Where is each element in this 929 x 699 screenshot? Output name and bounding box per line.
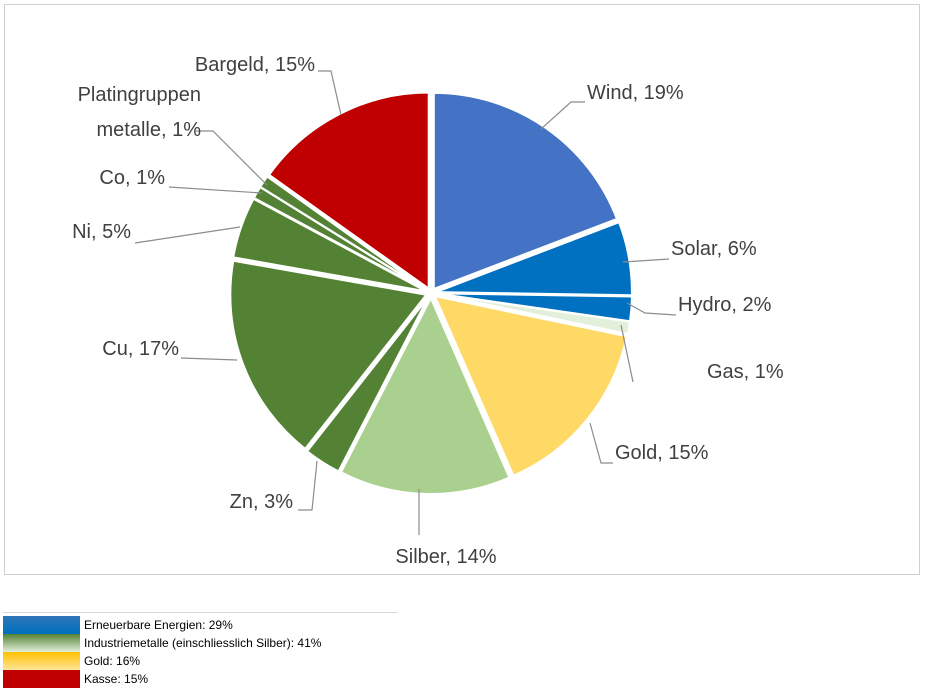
slice-label-platingruppenmetalle: Platingruppen metalle, 1% xyxy=(78,84,202,141)
pie-slice-zn xyxy=(305,296,430,473)
legend-label: Industriemetalle (einschliesslich Silber… xyxy=(84,636,322,650)
legend-item-industrial-metals: Industriemetalle (einschliesslich Silber… xyxy=(3,634,398,652)
slice-label-hydro: Hydro, 2% xyxy=(678,294,772,316)
leader-line-cu xyxy=(180,357,238,361)
slice-label-cu: Cu, 17% xyxy=(102,338,179,360)
slice-label-solar: Solar, 6% xyxy=(671,238,757,260)
slice-label-gold: Gold, 15% xyxy=(615,442,709,464)
legend-item-renewables: Erneuerbare Energien: 29% xyxy=(3,616,398,634)
leader-line-bargeld xyxy=(318,70,342,116)
legend-label: Erneuerbare Energien: 29% xyxy=(84,618,233,632)
leader-line-gas xyxy=(620,324,634,383)
leader-line-solar xyxy=(622,258,670,263)
pie-slice-wind xyxy=(432,91,619,291)
leader-line-platingruppenmetalle xyxy=(196,130,268,186)
legend-swatch xyxy=(3,670,80,688)
leader-line-zn xyxy=(298,460,318,511)
slice-label-zn: Zn, 3% xyxy=(230,491,294,513)
pie-slice-solar xyxy=(435,220,633,297)
pie-slice-silber xyxy=(339,295,511,495)
pie-slice-bargeld xyxy=(267,91,430,291)
legend-label: Kasse: 15% xyxy=(84,672,149,686)
pie-slice-gold xyxy=(433,294,628,478)
pie-slice-gas xyxy=(435,292,632,336)
legend-swatch xyxy=(3,652,80,670)
pie-slice-cu xyxy=(229,259,429,451)
slice-label-silber: Silber, 14% xyxy=(395,546,496,568)
chart-area: Wind, 19% Solar, 6% Hydro, 2% Gas, 1% Gold, … xyxy=(4,4,920,575)
leader-line-wind xyxy=(540,101,585,130)
legend-swatch xyxy=(3,634,80,652)
leader-line-ni xyxy=(134,226,241,244)
slice-label-co: Co, 1% xyxy=(99,167,165,189)
slice-label-bargeld: Bargeld, 15% xyxy=(195,54,315,76)
legend-swatch xyxy=(3,616,80,634)
slice-label-ni: Ni, 5% xyxy=(72,221,131,243)
slice-label-wind: Wind, 19% xyxy=(587,82,684,104)
pie-chart: Wind, 19% Solar, 6% Hydro, 2% Gas, 1% Gold, … xyxy=(72,54,784,568)
legend-divider xyxy=(3,612,398,613)
legend-label: Gold: 16% xyxy=(84,654,141,668)
leader-line-gold xyxy=(589,422,613,464)
leader-line-co xyxy=(168,186,263,194)
leader-line-hydro xyxy=(626,302,677,316)
slice-label-gas: Gas, 1% xyxy=(707,361,784,383)
legend-item-cash: Kasse: 15% xyxy=(3,670,398,688)
legend-item-gold: Gold: 16% xyxy=(3,652,398,670)
